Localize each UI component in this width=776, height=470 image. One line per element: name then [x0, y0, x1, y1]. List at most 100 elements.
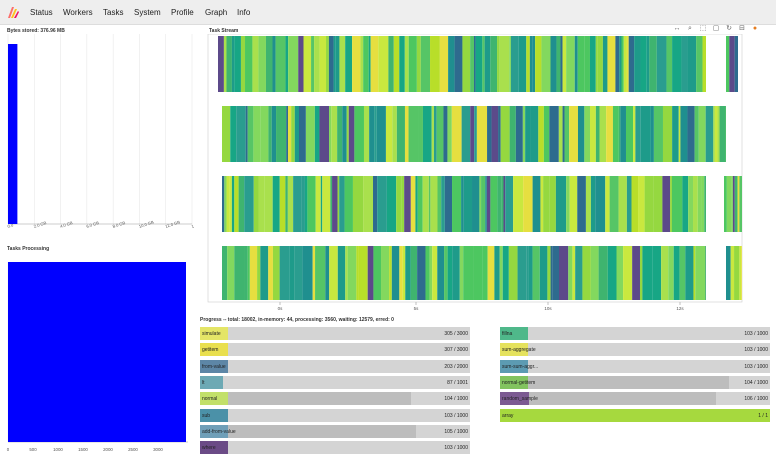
task-bar: [625, 106, 634, 162]
task-bar: [285, 36, 289, 92]
pan-icon[interactable]: ↔: [673, 25, 681, 32]
nav-info[interactable]: Info: [237, 8, 251, 17]
task-bar: [447, 106, 452, 162]
progress-count: 106 / 1000: [744, 396, 768, 403]
save-icon[interactable]: ▢: [712, 25, 720, 32]
stream-row: [222, 176, 742, 232]
task-bar: [590, 106, 596, 162]
wheel-zoom-icon[interactable]: ⊟: [739, 25, 745, 32]
task-bar: [452, 246, 460, 300]
nav-profile[interactable]: Profile: [171, 8, 194, 17]
task-bar: [607, 246, 617, 300]
progress-fill: [200, 343, 229, 357]
progress-count: 1 / 1: [758, 412, 768, 419]
task-bar: [741, 246, 742, 300]
progress-fill: [500, 327, 528, 340]
progress-fill: [500, 392, 529, 406]
task-bar: [405, 246, 411, 300]
task-bar: [549, 106, 559, 162]
progress-row[interactable]: add-from-value 105 / 1000: [200, 424, 470, 438]
task-bar: [626, 176, 632, 232]
task-bar: [294, 106, 299, 162]
task-stream-chart[interactable]: 0s 5s 10s 12s: [206, 34, 744, 314]
task-bar: [732, 176, 735, 232]
task-bar: [230, 106, 237, 162]
progress-task-name: sub: [202, 412, 211, 419]
task-bar: [302, 246, 313, 300]
task-bar: [623, 36, 627, 92]
task-bar: [653, 106, 663, 162]
tasks-processing-chart[interactable]: 0 500 1000 1500 2000 2500 3000: [4, 256, 192, 460]
task-bar: [734, 36, 738, 92]
progress-row[interactable]: sum-sum-aggr... 103 / 1000: [500, 359, 770, 373]
task-bar: [363, 106, 370, 162]
task-bar: [272, 36, 276, 92]
task-bar: [577, 106, 585, 162]
progress-fill: [200, 327, 228, 340]
task-bar: [342, 106, 347, 162]
task-bar: [550, 246, 553, 300]
progress-row[interactable]: random_sample 106 / 1000: [500, 392, 770, 406]
task-bar: [459, 246, 464, 300]
task-bar: [463, 246, 474, 300]
task-bar: [367, 246, 374, 300]
task-bar: [441, 176, 445, 232]
progress-row[interactable]: where 103 / 1000: [200, 441, 470, 455]
task-bar: [499, 36, 510, 92]
progress-fill: [500, 359, 528, 373]
progress-row[interactable]: normal-getitem 104 / 1000: [500, 375, 770, 389]
dask-logo-icon[interactable]: [6, 4, 20, 20]
task-bar: [566, 36, 575, 92]
task-bar: [265, 36, 273, 92]
progress-count: 87 / 1001: [447, 379, 468, 386]
task-bar: [418, 106, 423, 162]
task-bar: [535, 36, 542, 92]
stream-row: [218, 36, 738, 92]
task-bar: [358, 246, 368, 300]
task-bar: [463, 176, 473, 232]
progress-row[interactable]: normal 104 / 1000: [200, 392, 470, 406]
help-icon[interactable]: ●: [752, 25, 758, 32]
task-bar: [530, 106, 539, 162]
task-bar: [224, 176, 227, 232]
progress-task-name: array: [502, 412, 514, 419]
task-bar: [482, 246, 488, 300]
task-bar: [293, 176, 302, 232]
bytes-stored-chart[interactable]: 0.0 2.0 GB 4.0 GB 6.0 GB 8.0 GB 10.0 GB 12.0 G…: [6, 34, 194, 234]
progress-row[interactable]: sum-aggregate 103 / 1000: [500, 343, 770, 357]
progress-row[interactable]: fillna 103 / 1000: [500, 327, 770, 340]
progress-row[interactable]: sub 103 / 1000: [200, 408, 470, 422]
task-bar: [247, 246, 250, 300]
task-bar: [498, 106, 501, 162]
progress-task-name: getitem: [202, 347, 219, 354]
task-bar: [688, 176, 694, 232]
box-zoom-icon[interactable]: ⬚: [699, 25, 707, 32]
nav-tasks[interactable]: Tasks: [103, 8, 124, 17]
zoom-icon[interactable]: ⌕: [688, 25, 692, 32]
nav-system[interactable]: System: [134, 8, 161, 17]
task-bar: [388, 36, 394, 92]
progress-fill: [500, 375, 529, 389]
reset-icon[interactable]: ↻: [726, 25, 732, 32]
task-bar: [632, 246, 640, 300]
progress-row[interactable]: lt 87 / 1001: [200, 375, 470, 389]
task-bar: [416, 36, 421, 92]
nav-graph[interactable]: Graph: [205, 8, 228, 17]
progress-row[interactable]: from-value 203 / 2000: [200, 359, 470, 373]
task-bar: [305, 106, 315, 162]
task-bar: [314, 36, 320, 92]
task-bar: [616, 246, 624, 300]
task-bar: [631, 176, 639, 232]
progress-row[interactable]: array 1 / 1: [500, 408, 770, 422]
task-bar: [532, 176, 541, 232]
task-bar: [559, 246, 569, 300]
task-bar: [597, 36, 603, 92]
nav-workers[interactable]: Workers: [63, 8, 93, 17]
nav-status[interactable]: Status: [30, 8, 53, 17]
task-bar: [566, 176, 570, 232]
task-bar: [294, 246, 303, 300]
task-bar: [276, 106, 287, 162]
progress-row[interactable]: getitem 307 / 3000: [200, 343, 470, 357]
task-bar: [595, 106, 600, 162]
progress-row[interactable]: simulate 305 / 3000: [200, 327, 470, 340]
